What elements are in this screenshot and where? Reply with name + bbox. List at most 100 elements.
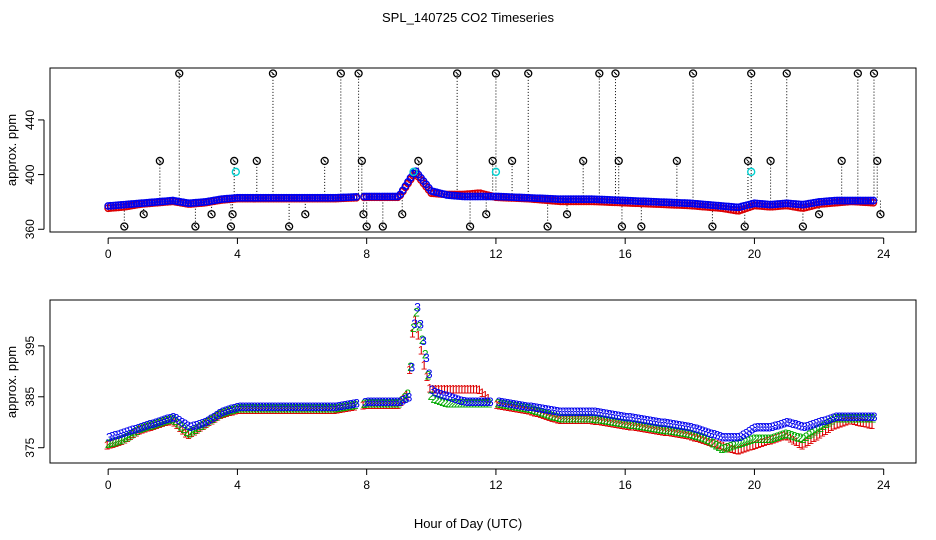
series-2-marker: 2 xyxy=(858,412,865,426)
series-point-blue xyxy=(277,193,286,202)
series-1-marker: 1 xyxy=(569,413,576,427)
spike-point-ring xyxy=(301,210,310,219)
series-3-marker: 3 xyxy=(202,416,209,430)
series-2-marker: 2 xyxy=(617,416,624,430)
series-3-marker: 3 xyxy=(313,400,320,414)
series-2-marker: 2 xyxy=(686,427,693,441)
series-2-marker: 2 xyxy=(588,412,595,426)
series-1-marker: 1 xyxy=(639,421,646,435)
series-1-marker: 1 xyxy=(403,389,410,403)
series-1-marker: 1 xyxy=(787,431,794,445)
series-1-marker: 1 xyxy=(165,414,172,428)
series-3-marker: 3 xyxy=(481,395,488,409)
series-2-marker: 2 xyxy=(131,426,138,440)
series-point-blue xyxy=(161,197,169,206)
series-2-marker: 2 xyxy=(870,412,877,426)
series-2-marker: 2 xyxy=(846,412,853,426)
series-2-marker: 2 xyxy=(186,427,193,441)
series-3-marker: 3 xyxy=(502,396,509,410)
series-3-marker: 3 xyxy=(324,400,331,414)
series-3-marker: 3 xyxy=(737,430,744,444)
panel-bottom-frame xyxy=(49,299,917,464)
series-2-marker: 2 xyxy=(239,401,246,415)
series-point-blue xyxy=(347,193,356,202)
series-2-marker: 2 xyxy=(189,425,196,439)
series-2-marker: 2 xyxy=(835,412,842,426)
series-3-marker: 3 xyxy=(135,421,142,435)
spike-point-slash xyxy=(400,212,405,217)
series-point-blue xyxy=(789,199,798,208)
series-1-marker: 1 xyxy=(220,407,227,421)
series-2-marker: 2 xyxy=(791,429,798,443)
series-point-blue xyxy=(388,192,397,201)
series-point-blue xyxy=(722,202,730,211)
series-1-marker: 1 xyxy=(650,423,657,437)
series-3-marker: 3 xyxy=(647,414,654,428)
series-1-marker: 1 xyxy=(406,363,413,377)
series-1-marker: 1 xyxy=(162,415,169,429)
series-1-marker: 1 xyxy=(743,441,750,455)
reference-point xyxy=(747,167,756,177)
series-2-marker: 2 xyxy=(599,413,606,427)
series-3-marker: 3 xyxy=(656,415,663,429)
series-1-marker: 1 xyxy=(392,398,399,412)
series-3-marker: 3 xyxy=(371,395,378,409)
series-point-blue xyxy=(561,195,570,204)
series-1-marker: 1 xyxy=(173,418,180,432)
series-point-blue xyxy=(750,199,759,208)
series-point-blue xyxy=(282,193,291,202)
spike-point-ring xyxy=(230,156,239,166)
series-point-blue xyxy=(626,196,635,205)
series-3-marker: 3 xyxy=(298,400,305,414)
spike-point xyxy=(688,69,698,78)
series-3-marker: 3 xyxy=(868,410,875,424)
series-2-marker: 2 xyxy=(105,437,112,451)
series-3-marker: 3 xyxy=(510,397,517,411)
series-2-marker: 2 xyxy=(227,404,234,418)
series-3-marker: 3 xyxy=(388,395,395,409)
series-3-marker: 3 xyxy=(653,415,660,429)
series-1-marker: 1 xyxy=(810,431,817,445)
series-2-marker: 2 xyxy=(160,415,167,429)
spike-point-slash xyxy=(878,212,883,217)
series-3-marker: 3 xyxy=(752,421,759,435)
series-2-marker: 2 xyxy=(364,396,371,410)
series-1-marker: 1 xyxy=(278,403,285,417)
series-3-marker: 3 xyxy=(283,400,290,414)
bottom-x-tick-label: 20 xyxy=(748,478,762,492)
series-1-marker: 1 xyxy=(685,428,692,442)
series-1-marker: 1 xyxy=(816,427,823,441)
series-3-marker: 3 xyxy=(318,400,325,414)
series-2-marker: 2 xyxy=(236,401,243,415)
spike-point-slash xyxy=(364,224,369,229)
series-3-marker: 3 xyxy=(670,418,677,432)
series-2-marker: 2 xyxy=(716,440,723,454)
series-point-blue xyxy=(303,193,312,202)
series-1-marker: 1 xyxy=(293,403,300,417)
series-2-marker: 2 xyxy=(576,412,583,426)
series-1-marker: 1 xyxy=(464,383,471,397)
series-1-marker: 1 xyxy=(540,408,547,422)
series-2-marker: 2 xyxy=(183,425,190,439)
series-2-marker: 2 xyxy=(375,396,382,410)
spike-point-slash xyxy=(416,159,421,163)
series-1-marker: 1 xyxy=(828,420,835,434)
series-point-blue xyxy=(755,199,764,208)
series-3-marker: 3 xyxy=(798,420,805,434)
series-2-marker: 2 xyxy=(782,427,789,441)
series-2-marker: 2 xyxy=(742,435,749,449)
series-1-marker: 1 xyxy=(304,403,311,417)
series-1-marker: 1 xyxy=(389,398,396,412)
series-3-marker: 3 xyxy=(286,400,293,414)
series-2-marker: 2 xyxy=(442,396,449,410)
series-3-marker: 3 xyxy=(682,419,689,433)
series-1-marker: 1 xyxy=(537,407,544,421)
panel-top: 0 4 8 12 16 20 24 360 400 440 approx. ppm xyxy=(4,67,917,261)
series-2-marker: 2 xyxy=(730,439,737,453)
series-3-marker: 3 xyxy=(187,420,194,434)
spike-point xyxy=(743,156,753,166)
series-3-marker: 3 xyxy=(705,426,712,440)
series-3-marker: 3 xyxy=(141,420,148,434)
series-1-marker: 1 xyxy=(674,427,681,441)
series-1-marker: 1 xyxy=(528,404,535,418)
